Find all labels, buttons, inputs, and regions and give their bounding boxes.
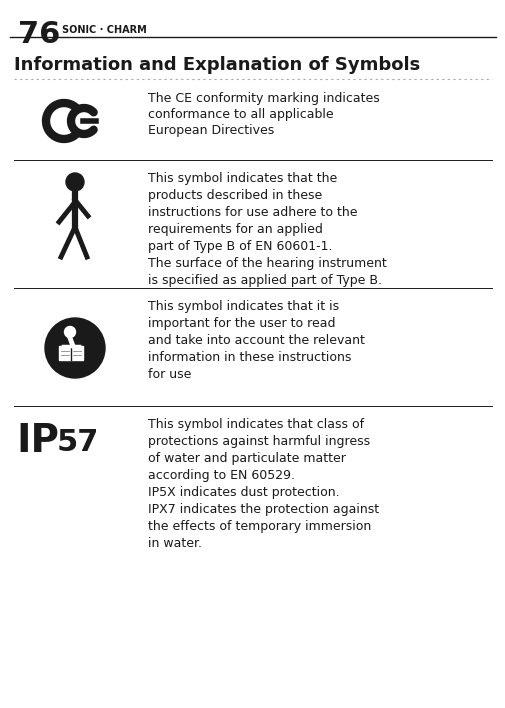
Text: important for the user to read: important for the user to read — [147, 317, 335, 330]
Text: 76: 76 — [18, 20, 60, 49]
Text: This symbol indicates that the: This symbol indicates that the — [147, 172, 337, 185]
Text: of water and particulate matter: of water and particulate matter — [147, 452, 345, 465]
Text: protections against harmful ingress: protections against harmful ingress — [147, 435, 369, 448]
Text: in water.: in water. — [147, 537, 201, 550]
Text: This symbol indicates that it is: This symbol indicates that it is — [147, 300, 338, 313]
Circle shape — [66, 173, 84, 191]
Text: information in these instructions: information in these instructions — [147, 351, 350, 364]
Circle shape — [45, 318, 105, 378]
Text: is specified as applied part of Type B.: is specified as applied part of Type B. — [147, 274, 381, 287]
Text: requirements for an applied: requirements for an applied — [147, 223, 322, 236]
Circle shape — [64, 326, 75, 338]
Text: and take into account the relevant: and take into account the relevant — [147, 334, 364, 347]
Text: for use: for use — [147, 368, 191, 381]
Text: part of Type B of EN 60601-1.: part of Type B of EN 60601-1. — [147, 240, 332, 253]
Text: IP: IP — [16, 422, 59, 460]
Text: conformance to all applicable: conformance to all applicable — [147, 108, 333, 121]
Text: products described in these: products described in these — [147, 189, 322, 202]
Text: instructions for use adhere to the: instructions for use adhere to the — [147, 206, 357, 219]
Text: Information and Explanation of Symbols: Information and Explanation of Symbols — [14, 56, 420, 74]
Text: SONIC · CHARM: SONIC · CHARM — [62, 25, 146, 35]
Text: 57: 57 — [57, 428, 99, 457]
Text: European Directives: European Directives — [147, 124, 274, 137]
Text: IPX7 indicates the protection against: IPX7 indicates the protection against — [147, 503, 378, 516]
Text: according to EN 60529.: according to EN 60529. — [147, 469, 294, 482]
Text: the effects of temporary immersion: the effects of temporary immersion — [147, 520, 371, 533]
Text: IP5X indicates dust protection.: IP5X indicates dust protection. — [147, 486, 339, 499]
Text: This symbol indicates that class of: This symbol indicates that class of — [147, 418, 364, 431]
Text: The surface of the hearing instrument: The surface of the hearing instrument — [147, 257, 386, 270]
Polygon shape — [59, 346, 83, 360]
Text: The CE conformity marking indicates: The CE conformity marking indicates — [147, 92, 379, 105]
